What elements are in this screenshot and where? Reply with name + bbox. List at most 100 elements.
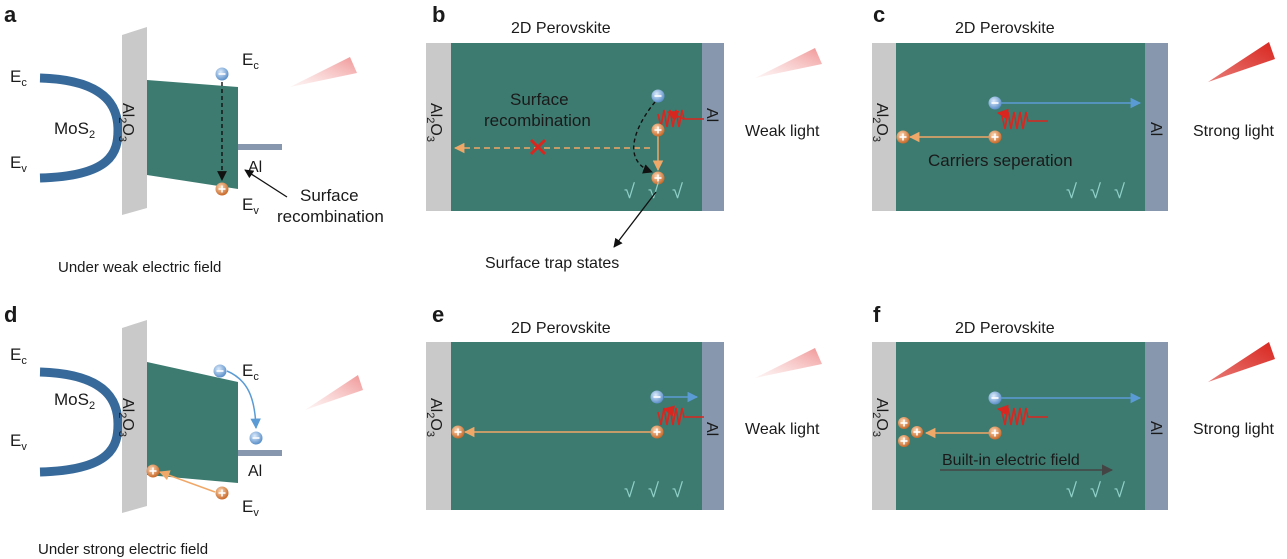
strong-light-beam <box>1208 42 1275 82</box>
built-in-field-label: Built-in electric field <box>942 452 1080 469</box>
annotation-recombination: recombination <box>277 207 384 226</box>
hole <box>451 425 465 439</box>
panel-label-b: b <box>432 2 445 27</box>
al-electrode <box>702 342 724 510</box>
mos2-label: MoS2 <box>54 390 95 412</box>
trap-state: √ <box>1090 181 1101 203</box>
photon-arrow <box>996 108 1009 120</box>
panel-d: Ec Ev MoS2 Al2O3 Al Ec Ev Under strong e… <box>10 320 363 558</box>
perovskite-layer <box>896 342 1145 510</box>
cross-mark <box>529 138 547 156</box>
annotation-surface: Surface <box>510 90 569 109</box>
al2o3-barrier <box>122 27 147 215</box>
ev-label-left: Ev <box>10 431 27 453</box>
carriers-separation-label: Carriers seperation <box>928 151 1073 170</box>
device-title: 2D Perovskite <box>511 20 611 37</box>
oxide-layer <box>872 43 896 211</box>
weak-light-beam <box>755 348 822 378</box>
electron <box>249 431 263 445</box>
hole <box>650 425 664 439</box>
trap-state: √ <box>672 480 683 502</box>
trap-state: √ <box>1066 480 1077 502</box>
mos2-band <box>39 367 123 477</box>
oxide-label: Al2O3 <box>870 103 890 142</box>
ec-label-left: Ec <box>10 345 27 367</box>
photon-wave <box>657 109 704 128</box>
weak-light-beam <box>290 57 357 87</box>
perovskite-layer <box>451 342 702 510</box>
ec-label-left: Ec <box>10 67 27 89</box>
panel-label-d: d <box>4 302 17 327</box>
electron <box>988 96 1002 110</box>
trap-state: √ <box>1066 181 1077 203</box>
al-electrode <box>1145 342 1168 510</box>
trap-state: √ <box>624 181 635 203</box>
al-contact <box>238 450 282 456</box>
panel-c: 2D Perovskite Al2O3 Al Carriers seperati… <box>870 20 1275 211</box>
ec-label-right: Ec <box>242 50 259 72</box>
strong-light-label: Strong light <box>1193 421 1274 438</box>
panel-b: 2D Perovskite Al2O3 Al Surface recombina… <box>424 20 822 272</box>
panel-label-c: c <box>873 2 885 27</box>
hole <box>146 464 160 478</box>
hole-transfer-path <box>159 470 216 493</box>
photon-arrow <box>666 110 685 122</box>
hole <box>911 426 923 438</box>
oxide-label: Al2O3 <box>424 103 444 142</box>
al2o3-label: Al2O3 <box>116 103 136 142</box>
ev-label-right: Ev <box>242 497 259 519</box>
caption-a: Under weak electric field <box>58 259 221 276</box>
perovskite-layer <box>896 43 1145 211</box>
al-electrode-label: Al <box>1147 421 1164 435</box>
electron <box>213 364 227 378</box>
ec-label-right: Ec <box>242 361 259 383</box>
hole <box>988 130 1002 144</box>
mos2-label: MoS2 <box>54 119 95 141</box>
panel-f: 2D Perovskite Al2O3 Al Built-in electric… <box>870 320 1275 510</box>
hole <box>898 417 910 429</box>
weak-light-beam <box>305 375 363 410</box>
trap-state: √ <box>672 181 683 203</box>
panel-label-a: a <box>4 2 17 27</box>
trap-state: √ <box>624 480 635 502</box>
weak-light-label: Weak light <box>745 421 820 438</box>
oxide-layer <box>426 43 451 211</box>
hole <box>215 486 229 500</box>
device-title: 2D Perovskite <box>955 320 1055 337</box>
al-electrode <box>1145 43 1168 211</box>
device-title: 2D Perovskite <box>955 20 1055 37</box>
al-label: Al <box>248 463 262 480</box>
al-electrode-label: Al <box>1147 122 1164 136</box>
hole <box>988 426 1002 440</box>
ev-label-left: Ev <box>10 153 27 175</box>
panel-label-e: e <box>432 302 444 327</box>
annotation-surface: Surface <box>300 186 359 205</box>
trap-state: √ <box>648 181 659 203</box>
device-title: 2D Perovskite <box>511 320 611 337</box>
oxide-layer <box>426 342 451 510</box>
al2o3-barrier <box>122 320 147 513</box>
strong-light-label: Strong light <box>1193 123 1274 140</box>
caption-d: Under strong electric field <box>38 541 208 558</box>
panel-e: 2D Perovskite Al2O3 Al √ √ √ Weak light <box>424 320 822 510</box>
al2o3-label: Al2O3 <box>116 398 136 437</box>
electron-trap-path <box>633 101 656 174</box>
oxide-layer <box>872 342 896 510</box>
hole <box>651 123 665 137</box>
trap-states-pointer <box>613 191 657 248</box>
surface-trap-states-label: Surface trap states <box>485 255 619 272</box>
trap-state: √ <box>648 480 659 502</box>
panel-a: Ec Ev MoS2 Al2O3 Al Ec Ev Surface recomb… <box>10 27 384 276</box>
electron <box>651 89 665 103</box>
trap-state: √ <box>1114 480 1125 502</box>
electron <box>988 391 1002 405</box>
oxide-label: Al2O3 <box>424 398 444 437</box>
trap-state: √ <box>1090 480 1101 502</box>
hole <box>896 130 910 144</box>
photon-arrow <box>996 404 1009 416</box>
weak-light-beam <box>755 48 822 78</box>
oxide-label: Al2O3 <box>870 398 890 437</box>
al-electrode-label: Al <box>703 108 720 122</box>
al-electrode <box>702 43 724 211</box>
